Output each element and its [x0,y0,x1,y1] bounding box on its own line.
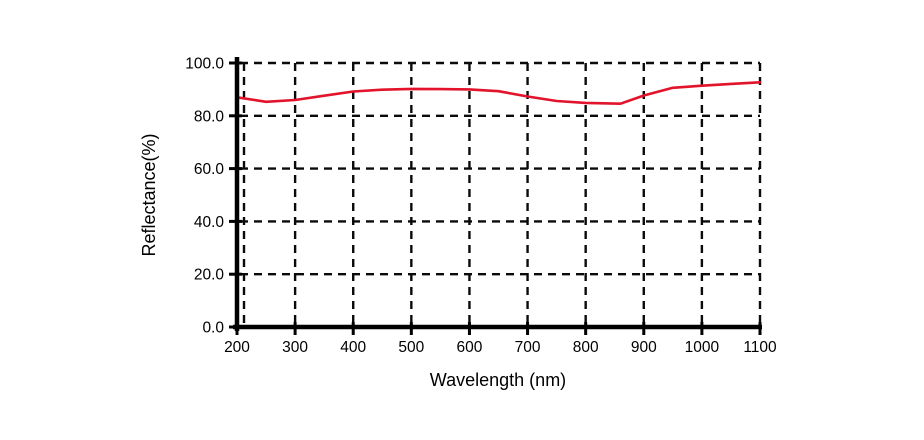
x-tick-label: 600 [457,339,483,356]
x-tick-label: 200 [224,339,250,356]
x-tick-label: 1100 [743,339,777,356]
x-axis-title: Wavelength (nm) [430,370,566,390]
x-tick-label: 1000 [685,339,720,356]
y-tick-label: 0.0 [202,320,224,337]
gridlines [240,61,762,327]
reflectance-curve [235,81,762,105]
y-tick-label: 20.0 [194,267,225,284]
y-tick-label: 80.0 [194,108,225,125]
y-tick-label: 60.0 [194,161,225,178]
x-tick-label: 500 [398,339,424,356]
x-tick-label: 700 [515,339,541,356]
axes [233,57,762,331]
y-axis-ticks: 0.0 20.0 40.0 60.0 80.0 100.0 [185,56,242,337]
x-tick-label: 800 [573,339,599,356]
x-tick-label: 900 [631,339,657,356]
x-tick-label: 400 [340,339,366,356]
y-tick-label: 100.0 [185,56,224,73]
y-tick-label: 40.0 [194,214,225,231]
y-axis-title: Reflectance(%) [139,133,159,256]
x-tick-label: 300 [282,339,308,356]
